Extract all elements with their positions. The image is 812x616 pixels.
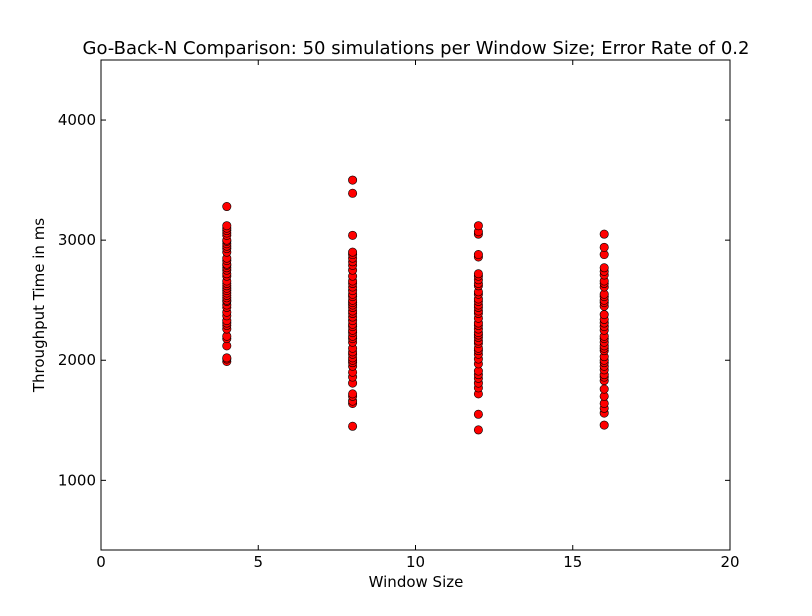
plot-area-frame xyxy=(100,59,731,551)
axis-ticks xyxy=(100,60,731,550)
data-point xyxy=(473,409,483,419)
data-point xyxy=(222,202,232,212)
x-tick-label: 10 xyxy=(406,553,425,571)
chart-title: Go-Back-N Comparison: 50 simulations per… xyxy=(83,38,750,59)
y-tick-label: 2000 xyxy=(58,351,96,369)
y-tick-label: 4000 xyxy=(58,111,96,129)
data-point xyxy=(599,420,609,430)
data-point xyxy=(222,353,232,363)
x-axis-label: Window Size xyxy=(369,573,464,591)
data-point xyxy=(599,310,609,320)
y-tick-label: 3000 xyxy=(58,231,96,249)
data-point xyxy=(599,263,609,273)
data-point xyxy=(473,221,483,231)
axis-tick-labels: 0 5 10 15 20 1000 2000 3000 4000 xyxy=(58,111,740,571)
data-point xyxy=(473,425,483,435)
data-point xyxy=(348,230,358,240)
y-axis-label: Throughput Time in ms xyxy=(30,218,48,393)
data-point xyxy=(222,221,232,231)
x-tick-label: 0 xyxy=(96,553,106,571)
data-point xyxy=(599,384,609,394)
data-point xyxy=(599,229,609,239)
data-points xyxy=(222,175,609,435)
data-point xyxy=(473,269,483,279)
data-point xyxy=(348,188,358,198)
data-point xyxy=(348,421,358,431)
x-tick-label: 15 xyxy=(563,553,582,571)
data-point xyxy=(348,247,358,257)
x-tick-label: 5 xyxy=(253,553,263,571)
data-point xyxy=(473,250,483,260)
x-tick-label: 20 xyxy=(720,553,739,571)
data-point xyxy=(348,175,358,185)
data-point xyxy=(348,389,358,399)
y-tick-label: 1000 xyxy=(58,471,96,489)
data-point xyxy=(599,242,609,252)
